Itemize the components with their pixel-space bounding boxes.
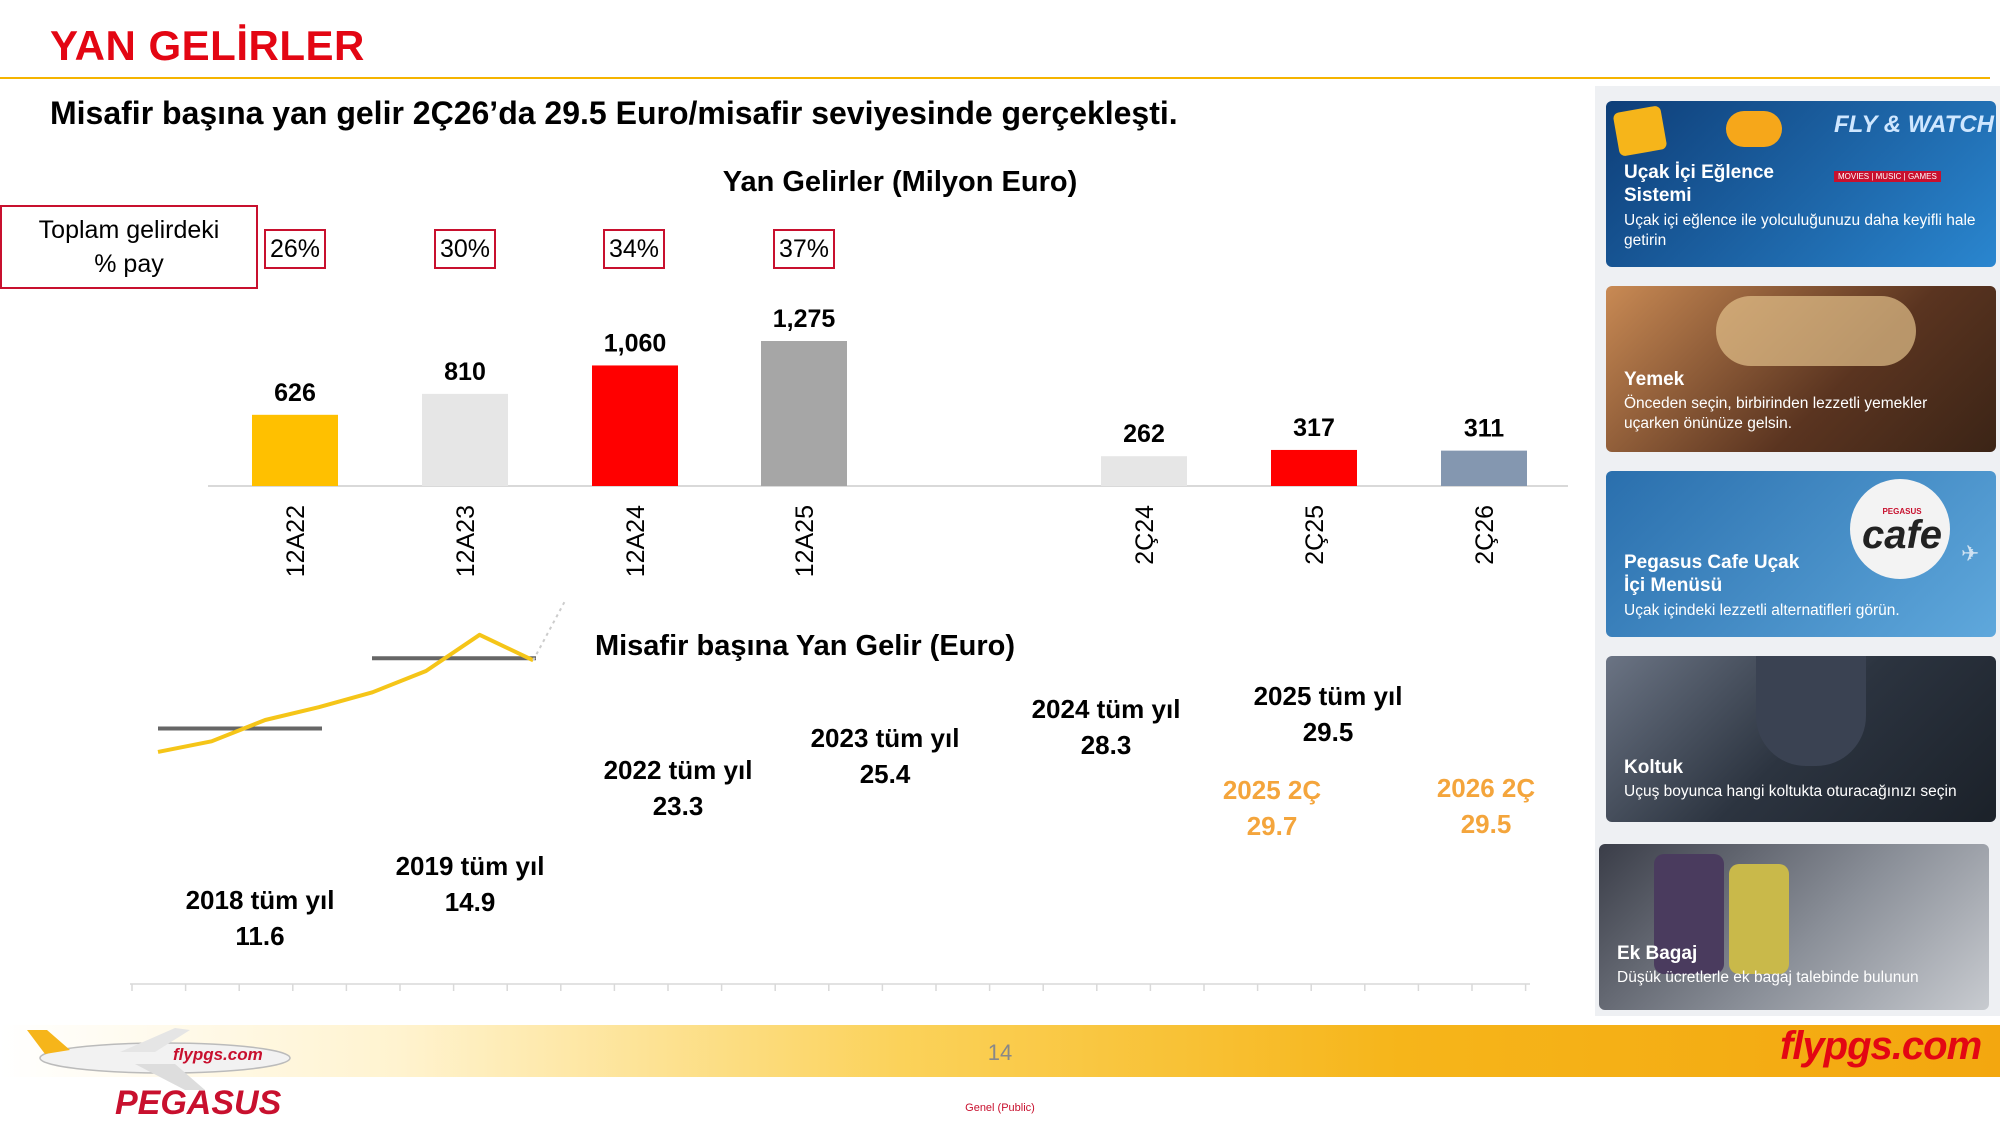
quarter-label: 2025 2Ç	[1222, 775, 1322, 805]
cafe-badge: cafe	[1861, 513, 1943, 557]
bar-value-label: 262	[1123, 420, 1165, 448]
annotation-2022: 2022 tüm yıl 23.3	[578, 752, 778, 824]
card-seat[interactable]: Koltuk Uçuş boyunca hangi koltukta otura…	[1606, 656, 1996, 822]
card-cafe[interactable]: PEGASUS cafe ✈ Pegasus Cafe Uçak İçi Men…	[1606, 471, 1996, 637]
quarter-label-2026: 2026 2Ç 29.5	[1386, 770, 1586, 842]
share-label-line1: Toplam gelirdeki	[38, 216, 220, 244]
card-title: Koltuk	[1624, 757, 1684, 778]
card-desc: Önceden seçin, birbirinden lezzetli yeme…	[1624, 395, 1928, 432]
quarter-label-2025: 2025 2Ç 29.7	[1172, 772, 1372, 844]
share-box: 26%	[264, 229, 326, 269]
share-label-line2: % pay	[94, 250, 164, 278]
card-entertainment[interactable]: FLY & WATCH MOVIES | MUSIC | GAMES Uçak …	[1606, 101, 1996, 267]
bar-12A22	[252, 414, 338, 486]
bar-value-label: 1,275	[773, 305, 836, 333]
share-box: 30%	[434, 229, 496, 269]
annotation-value: 28.3	[1080, 730, 1132, 760]
annotation-label: 2024 tüm yıl	[1031, 694, 1181, 724]
annotation-2019: 2019 tüm yıl 14.9	[370, 848, 570, 920]
annotation-value: 14.9	[444, 887, 496, 917]
gamepad-icon	[1726, 111, 1782, 147]
headline: Misafir başına yan gelir 2Ç26’da 29.5 Eu…	[50, 95, 1178, 131]
annotation-label: 2019 tüm yıl	[395, 851, 545, 881]
bar-2Ç25	[1271, 449, 1357, 486]
bar-chart: 626 12A22 810 12A23 1,060 12A24 1,275 12A25 262 2…	[208, 305, 1568, 577]
bar-value-label: 626	[274, 379, 316, 407]
annotation-value: 11.6	[235, 921, 285, 951]
flypgs-logo: flypgs.com	[1780, 1024, 1982, 1068]
card-desc: Düşük ücretlerle ek bagaj talebinde bulu…	[1617, 969, 1919, 986]
cafe-badge-bg	[1850, 479, 1950, 579]
annotation-label: 2023 tüm yıl	[810, 723, 960, 753]
card-title: Uçak İçi Eğlence Sistemi	[1624, 162, 1774, 206]
annotation-label: 2018 tüm yıl	[185, 885, 335, 915]
annotation-2025: 2025 tüm yıl 29.5	[1228, 678, 1428, 750]
pegasus-logo: PEGASUS	[115, 1084, 282, 1122]
bar-value-label: 317	[1293, 414, 1335, 442]
annotation-label: 2022 tüm yıl	[603, 755, 753, 785]
line-chart	[130, 600, 1530, 991]
sandwich-image	[1716, 296, 1916, 366]
card-food[interactable]: Yemek Önceden seçin, birbirinden lezzetl…	[1606, 286, 1996, 452]
card-desc: Uçuş boyunca hangi koltukta oturacağınız…	[1624, 783, 1957, 800]
bar-category-label: 2Ç26	[1471, 505, 1499, 565]
card-title: Pegasus Cafe Uçak İçi Menüsü	[1624, 552, 1800, 596]
ticket-icon	[1612, 105, 1668, 157]
bar-value-label: 1,060	[604, 329, 667, 357]
fly-watch-badge: FLY & WATCH	[1834, 111, 1994, 138]
annotation-label: 2025 tüm yıl	[1253, 681, 1403, 711]
annotation-2018: 2018 tüm yıl 11.6	[160, 882, 360, 954]
card-title: Yemek	[1624, 369, 1685, 390]
plane-text: flypgs.com	[173, 1045, 263, 1064]
annotation-value: 25.4	[859, 759, 911, 789]
cafe-badge-sub: PEGASUS	[1882, 507, 1922, 516]
annotation-2023: 2023 tüm yıl 25.4	[785, 720, 985, 792]
suitcase-image	[1729, 864, 1789, 974]
card-desc: Uçak içindeki lezzetli alternatifleri gö…	[1624, 602, 1900, 619]
annotation-value: 23.3	[652, 791, 704, 821]
quarter-label: 2026 2Ç	[1436, 773, 1536, 803]
fly-watch-subbadge: MOVIES | MUSIC | GAMES	[1834, 171, 1941, 182]
bar-value-label: 311	[1464, 415, 1504, 443]
share-label-box: Toplam gelirdeki % pay	[0, 205, 258, 289]
line-chart-title: Misafir başına Yan Gelir (Euro)	[594, 630, 1016, 662]
airplane-logo: flypgs.com	[27, 1028, 291, 1090]
title-divider	[0, 77, 1990, 79]
card-baggage[interactable]: Ek Bagaj Düşük ücretlerle ek bagaj taleb…	[1599, 844, 1989, 1010]
bar-value-label: 810	[444, 358, 486, 386]
bar-category-label: 12A25	[791, 505, 819, 577]
annotation-value: 29.5	[1302, 717, 1354, 747]
bar-category-label: 12A23	[452, 505, 480, 577]
bar-category-label: 2Ç24	[1131, 505, 1159, 565]
bar-chart-title: Yan Gelirler (Milyon Euro)	[722, 166, 1078, 198]
bar-category-label: 2Ç25	[1301, 505, 1329, 565]
line-series-segment	[157, 632, 535, 754]
plane-icon: ✈	[1961, 541, 1980, 566]
page-title: YAN GELİRLER	[50, 22, 365, 69]
card-desc: Uçak içi eğlence ile yolculuğunuzu daha …	[1624, 212, 1976, 249]
quarter-value: 29.7	[1246, 811, 1298, 841]
bar-12A25	[761, 341, 847, 486]
businessman-image	[1756, 656, 1866, 766]
bar-category-label: 12A22	[282, 505, 310, 577]
bar-12A24	[592, 365, 678, 486]
suitcase-image	[1654, 854, 1724, 974]
card-title: Ek Bagaj	[1617, 943, 1698, 964]
footer-band	[0, 1025, 2000, 1077]
classification-label: Genel (Public)	[965, 1102, 1035, 1114]
quarter-value: 29.5	[1460, 809, 1512, 839]
bar-2Ç26	[1441, 450, 1527, 486]
bar-2Ç24	[1101, 456, 1187, 486]
line-series-gap	[532, 600, 567, 661]
annotation-2024: 2024 tüm yıl 28.3	[1006, 691, 1206, 763]
bar-12A23	[422, 393, 508, 486]
side-panel: FLY & WATCH MOVIES | MUSIC | GAMES Uçak …	[1595, 86, 2000, 1016]
share-box: 37%	[773, 229, 835, 269]
share-box: 34%	[603, 229, 665, 269]
bar-category-label: 12A24	[622, 505, 650, 577]
page-number: 14	[987, 1040, 1013, 1065]
